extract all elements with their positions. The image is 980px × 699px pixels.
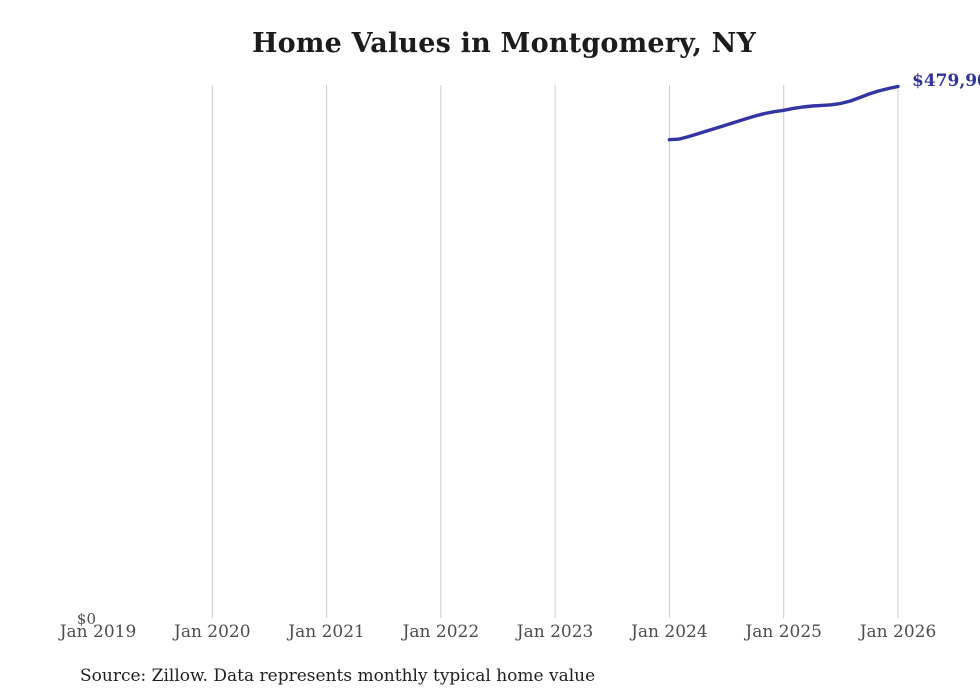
x-tick-label: Jan 2024 (631, 622, 708, 642)
chart-title: Home Values in Montgomery, NY (251, 28, 757, 59)
gridlines-group (211, 85, 899, 618)
y-axis-zero-label: $0 (76, 610, 96, 628)
x-tick-label: Jan 2021 (288, 622, 365, 642)
x-tick-label: Jan 2022 (402, 622, 480, 642)
home-value-line (667, 84, 900, 142)
x-tick-label: Jan 2026 (859, 622, 937, 642)
source-note: Source: Zillow. Data represents monthly … (80, 666, 596, 686)
x-tick-label: Jan 2023 (516, 622, 594, 642)
end-value-label: $479,900 (912, 71, 980, 91)
x-tick-label: Jan 2019 (59, 622, 137, 642)
x-tick-label: Jan 2020 (174, 622, 251, 642)
x-tick-label: Jan 2025 (745, 622, 822, 642)
